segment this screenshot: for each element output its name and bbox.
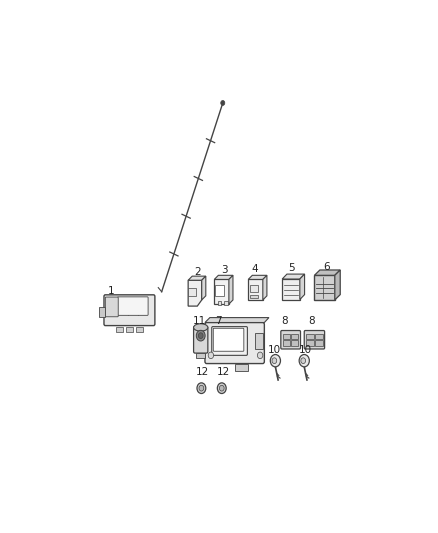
FancyBboxPatch shape bbox=[105, 297, 118, 317]
Polygon shape bbox=[214, 276, 233, 279]
FancyBboxPatch shape bbox=[255, 333, 263, 349]
Polygon shape bbox=[214, 279, 229, 304]
FancyBboxPatch shape bbox=[116, 327, 123, 333]
Text: 4: 4 bbox=[251, 264, 258, 273]
Polygon shape bbox=[248, 279, 263, 300]
FancyBboxPatch shape bbox=[104, 295, 155, 326]
FancyBboxPatch shape bbox=[205, 322, 265, 364]
FancyBboxPatch shape bbox=[250, 295, 258, 298]
FancyBboxPatch shape bbox=[213, 328, 244, 351]
FancyBboxPatch shape bbox=[281, 330, 300, 349]
Polygon shape bbox=[229, 276, 233, 304]
Text: 12: 12 bbox=[196, 367, 209, 377]
Polygon shape bbox=[282, 279, 300, 300]
FancyBboxPatch shape bbox=[117, 297, 148, 316]
FancyBboxPatch shape bbox=[306, 334, 314, 339]
FancyBboxPatch shape bbox=[188, 288, 197, 296]
Polygon shape bbox=[314, 270, 340, 276]
Text: 3: 3 bbox=[221, 265, 228, 275]
Circle shape bbox=[219, 385, 224, 391]
Polygon shape bbox=[248, 276, 267, 279]
FancyBboxPatch shape bbox=[194, 326, 208, 353]
Circle shape bbox=[299, 354, 309, 367]
FancyBboxPatch shape bbox=[315, 334, 322, 339]
Polygon shape bbox=[300, 274, 304, 300]
FancyBboxPatch shape bbox=[283, 334, 290, 339]
FancyBboxPatch shape bbox=[306, 341, 314, 346]
Circle shape bbox=[221, 101, 225, 106]
FancyBboxPatch shape bbox=[224, 301, 228, 305]
Polygon shape bbox=[263, 276, 267, 300]
Circle shape bbox=[270, 354, 280, 367]
Circle shape bbox=[199, 385, 204, 391]
Polygon shape bbox=[188, 276, 206, 280]
Text: 11: 11 bbox=[193, 316, 206, 326]
Text: 8: 8 bbox=[309, 316, 315, 326]
Text: 1: 1 bbox=[107, 286, 114, 296]
Circle shape bbox=[217, 383, 226, 393]
FancyBboxPatch shape bbox=[99, 307, 105, 317]
Text: 8: 8 bbox=[282, 316, 288, 326]
FancyBboxPatch shape bbox=[315, 341, 322, 346]
Text: 12: 12 bbox=[217, 367, 230, 377]
Circle shape bbox=[197, 383, 206, 393]
Text: 10: 10 bbox=[268, 345, 281, 356]
FancyBboxPatch shape bbox=[291, 334, 298, 339]
FancyBboxPatch shape bbox=[250, 285, 258, 292]
FancyBboxPatch shape bbox=[136, 327, 143, 333]
Text: 5: 5 bbox=[288, 263, 295, 273]
FancyBboxPatch shape bbox=[235, 364, 248, 372]
Circle shape bbox=[258, 352, 263, 359]
Circle shape bbox=[198, 333, 203, 338]
Text: 6: 6 bbox=[323, 262, 329, 272]
Circle shape bbox=[208, 352, 214, 359]
FancyBboxPatch shape bbox=[218, 301, 221, 305]
FancyBboxPatch shape bbox=[291, 341, 298, 346]
FancyBboxPatch shape bbox=[126, 327, 133, 333]
Circle shape bbox=[272, 358, 277, 364]
Ellipse shape bbox=[194, 324, 208, 331]
Circle shape bbox=[301, 358, 306, 364]
FancyBboxPatch shape bbox=[196, 353, 205, 358]
FancyBboxPatch shape bbox=[215, 285, 224, 296]
Circle shape bbox=[196, 330, 205, 341]
Text: 2: 2 bbox=[194, 266, 201, 277]
FancyBboxPatch shape bbox=[283, 341, 290, 346]
Text: 10: 10 bbox=[298, 345, 311, 356]
FancyBboxPatch shape bbox=[212, 327, 247, 356]
Polygon shape bbox=[188, 280, 202, 306]
Polygon shape bbox=[202, 276, 206, 300]
Polygon shape bbox=[314, 276, 335, 300]
Polygon shape bbox=[282, 274, 304, 279]
Text: 7: 7 bbox=[215, 316, 222, 326]
FancyBboxPatch shape bbox=[304, 330, 325, 349]
Polygon shape bbox=[205, 318, 269, 322]
Polygon shape bbox=[335, 270, 340, 300]
